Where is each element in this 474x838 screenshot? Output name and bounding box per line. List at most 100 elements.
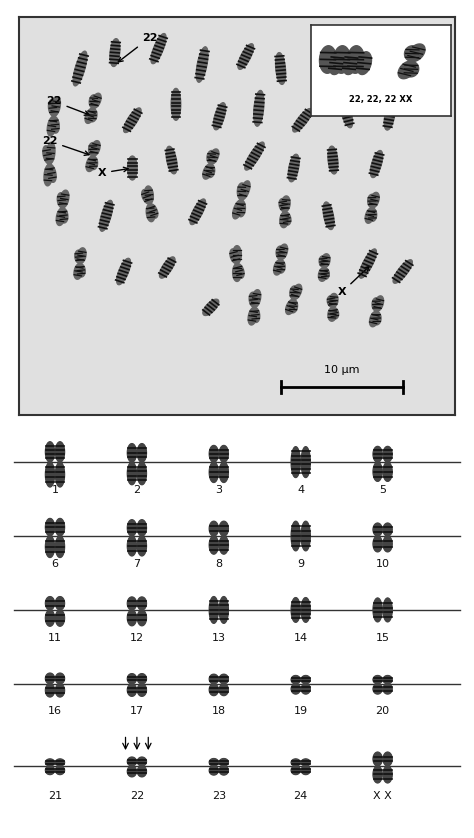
Text: 6: 6 bbox=[52, 559, 58, 569]
Polygon shape bbox=[209, 536, 219, 554]
Polygon shape bbox=[384, 102, 395, 130]
Polygon shape bbox=[56, 208, 65, 225]
Polygon shape bbox=[46, 142, 55, 164]
Polygon shape bbox=[252, 290, 261, 308]
Text: 10 μm: 10 μm bbox=[324, 365, 359, 375]
Polygon shape bbox=[137, 520, 146, 536]
Polygon shape bbox=[100, 200, 113, 231]
Text: 22: 22 bbox=[130, 790, 144, 800]
Polygon shape bbox=[397, 61, 409, 84]
Polygon shape bbox=[128, 610, 137, 626]
Polygon shape bbox=[237, 183, 246, 199]
Polygon shape bbox=[368, 194, 376, 208]
Text: 7: 7 bbox=[133, 559, 140, 569]
Polygon shape bbox=[239, 181, 250, 200]
Polygon shape bbox=[213, 103, 226, 130]
Polygon shape bbox=[48, 100, 57, 116]
Polygon shape bbox=[291, 759, 300, 766]
Polygon shape bbox=[301, 521, 310, 551]
Text: 19: 19 bbox=[294, 706, 308, 716]
Polygon shape bbox=[148, 204, 158, 218]
Polygon shape bbox=[137, 597, 146, 610]
Polygon shape bbox=[330, 308, 338, 319]
Polygon shape bbox=[159, 257, 175, 278]
Polygon shape bbox=[46, 536, 55, 557]
Polygon shape bbox=[383, 447, 392, 462]
Polygon shape bbox=[373, 766, 382, 783]
Polygon shape bbox=[57, 193, 66, 208]
Polygon shape bbox=[251, 308, 260, 323]
Polygon shape bbox=[245, 142, 264, 170]
Polygon shape bbox=[276, 260, 285, 273]
Polygon shape bbox=[50, 116, 59, 133]
Polygon shape bbox=[301, 675, 310, 684]
Text: 2: 2 bbox=[133, 484, 140, 494]
Text: 17: 17 bbox=[130, 706, 144, 716]
Polygon shape bbox=[137, 757, 146, 766]
Polygon shape bbox=[146, 204, 155, 222]
Text: 3: 3 bbox=[215, 484, 222, 494]
Polygon shape bbox=[328, 146, 338, 174]
Polygon shape bbox=[301, 597, 310, 623]
Polygon shape bbox=[77, 248, 86, 264]
Polygon shape bbox=[203, 164, 213, 179]
Polygon shape bbox=[323, 202, 334, 230]
Polygon shape bbox=[137, 462, 146, 484]
Polygon shape bbox=[321, 254, 330, 267]
Polygon shape bbox=[373, 447, 382, 462]
Polygon shape bbox=[383, 462, 392, 481]
Polygon shape bbox=[209, 446, 219, 462]
Polygon shape bbox=[233, 199, 243, 219]
Polygon shape bbox=[219, 536, 228, 554]
Polygon shape bbox=[196, 47, 208, 82]
Polygon shape bbox=[128, 156, 137, 180]
Polygon shape bbox=[55, 536, 64, 557]
Polygon shape bbox=[55, 759, 64, 766]
Polygon shape bbox=[293, 109, 312, 132]
Polygon shape bbox=[88, 108, 97, 122]
Polygon shape bbox=[319, 256, 328, 267]
Polygon shape bbox=[235, 263, 244, 278]
Polygon shape bbox=[373, 536, 382, 552]
Text: 18: 18 bbox=[212, 706, 226, 716]
Polygon shape bbox=[230, 249, 239, 264]
Polygon shape bbox=[46, 759, 55, 766]
Polygon shape bbox=[124, 108, 141, 132]
Polygon shape bbox=[291, 675, 300, 684]
Polygon shape bbox=[365, 208, 375, 223]
Polygon shape bbox=[276, 246, 285, 260]
Polygon shape bbox=[329, 293, 338, 308]
Polygon shape bbox=[292, 284, 302, 299]
Text: 23: 23 bbox=[212, 790, 226, 800]
Polygon shape bbox=[85, 108, 95, 123]
Polygon shape bbox=[383, 753, 392, 766]
Polygon shape bbox=[328, 308, 337, 321]
Polygon shape bbox=[373, 675, 382, 684]
Polygon shape bbox=[209, 766, 219, 775]
Polygon shape bbox=[219, 597, 228, 623]
Polygon shape bbox=[46, 519, 55, 536]
Text: X: X bbox=[337, 266, 369, 297]
Text: 21: 21 bbox=[48, 790, 62, 800]
Polygon shape bbox=[110, 39, 120, 66]
Polygon shape bbox=[166, 147, 177, 173]
Polygon shape bbox=[142, 189, 152, 204]
Text: 9: 9 bbox=[297, 559, 304, 569]
Polygon shape bbox=[89, 156, 98, 169]
Polygon shape bbox=[209, 149, 219, 164]
Polygon shape bbox=[76, 263, 85, 277]
Text: 10: 10 bbox=[375, 559, 390, 569]
Polygon shape bbox=[301, 447, 310, 478]
Polygon shape bbox=[383, 766, 392, 783]
Polygon shape bbox=[128, 674, 137, 684]
Polygon shape bbox=[238, 44, 254, 70]
Polygon shape bbox=[46, 766, 55, 774]
Polygon shape bbox=[89, 95, 98, 108]
Polygon shape bbox=[372, 312, 381, 325]
Text: 8: 8 bbox=[215, 559, 222, 569]
Polygon shape bbox=[209, 684, 219, 696]
Polygon shape bbox=[219, 684, 228, 696]
Polygon shape bbox=[291, 766, 300, 774]
Polygon shape bbox=[203, 299, 219, 315]
Polygon shape bbox=[373, 462, 382, 481]
